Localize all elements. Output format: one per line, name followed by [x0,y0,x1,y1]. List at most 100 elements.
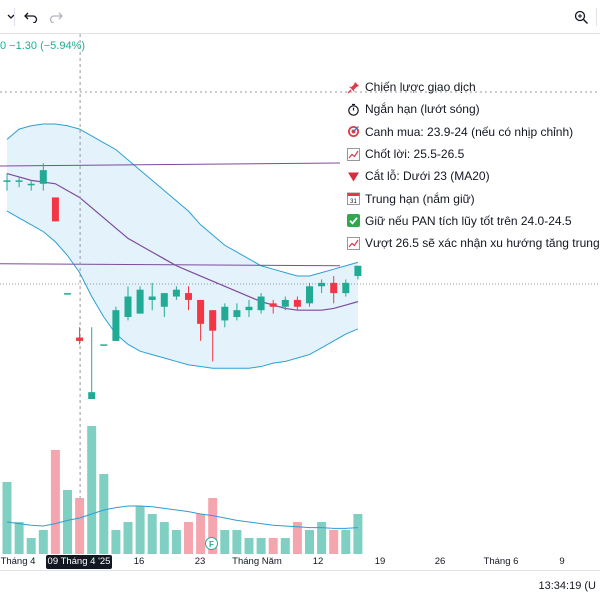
candle-body [197,299,205,324]
bollinger-upper-line [6,123,359,277]
time-tick: Tháng 4 [0,556,36,567]
calendar-icon: 31 [346,192,360,206]
candle-body [257,296,265,311]
bollinger-lower-line [6,210,359,369]
volume-bar [135,506,145,554]
legend-row: Ngắn hạn (lướt sóng) [346,98,600,120]
pushpin-icon [346,80,360,94]
volume-bar [208,498,218,554]
time-tick: 23 [194,556,206,567]
legend-row: 31 Trung hạn (nắm giữ) [346,187,600,209]
volume-bar [184,522,193,554]
horizontal-level-line [0,162,341,167]
volume-bar [63,490,72,554]
volume-bar [196,514,206,554]
volume-bar [147,514,157,554]
candle-body [245,306,253,311]
volume-bar [75,498,85,554]
legend-row: Giữ nếu PAN tích lũy tốt trên 24.0-24.5 [346,210,600,232]
toolbar-divider [14,8,15,26]
ma20-line [6,172,359,311]
horizontal-level-line [0,263,341,267]
candle-body [330,282,338,294]
time-tick: Tháng Năm [232,556,282,567]
svg-text:31: 31 [350,199,357,205]
candle-body [160,293,168,307]
volume-bar [26,538,36,554]
legend-row: Vượt 26.5 sẽ xác nhận xu hướng tăng trun… [346,232,600,254]
time-tick: 26 [434,556,446,567]
time-tick: 9 [559,556,565,567]
financial-event-marker[interactable]: F [205,537,218,550]
volume-bar [171,530,181,554]
volume-bar [268,538,278,554]
candle-body [88,392,96,399]
volume-bar [341,530,351,554]
legend-text: Ngắn hạn (lướt sóng) [365,102,480,117]
time-tick: 19 [374,556,386,567]
volume-bar [256,538,266,554]
red-triangle-down-icon [346,169,360,183]
crosshair-time-label: 09 Tháng 4 '25 [46,555,112,569]
bollinger-band-fill [7,124,358,369]
zoom-search-icon[interactable] [570,6,592,28]
target-icon [346,125,360,139]
time-tick: Tháng 6 [483,556,519,567]
candle-body [281,299,289,307]
chart-pane[interactable] [0,34,600,554]
candle-body [112,310,120,341]
volume-bar [353,514,363,554]
candle-body [269,303,277,307]
candle-body [27,183,35,186]
volume-bar [317,522,327,554]
time-tick: 16 [133,556,145,567]
candle-body [318,282,326,287]
volume-bar [123,522,133,554]
volume-bar [292,522,302,554]
top-toolbar [0,0,600,34]
undo-icon[interactable] [20,6,42,28]
legend-text: Trung hạn (nắm giữ) [365,191,475,206]
legend-row: Chiến lược giao dịch [346,76,600,98]
volume-bar [232,530,242,554]
candle-body [209,310,217,331]
price-chart[interactable] [0,34,600,554]
candle-body [124,296,132,318]
volume-bar [305,530,314,554]
status-bar: 13:34:19 (U [0,570,600,601]
candle-body [306,286,313,304]
candle-body [100,344,108,346]
time-axis[interactable]: Tháng 4 09 Tháng 4 '25 16 23 Tháng Năm 1… [0,555,600,569]
volume-bar [220,530,230,554]
legend-row: Chốt lời: 25.5-26.5 [346,143,600,165]
candle-body [148,296,156,300]
legend-row: Canh mua: 23.9-24 (nếu có nhịp chỉnh) [346,121,600,143]
price-change-readout: 0 −1.30 (−5.94%) [0,40,86,52]
volume-bar [2,482,12,554]
clock-readout: 13:34:19 (U [538,580,596,592]
volume-bar [99,474,109,554]
volume-bar [87,426,97,554]
volume-bar [280,538,290,554]
candle-body [64,293,71,295]
candle-body [172,289,180,297]
menu-chevron-icon[interactable] [0,6,22,28]
time-tick: 12 [312,556,324,567]
candle-body [342,282,350,294]
legend-text: Giữ nếu PAN tích lũy tốt trên 24.0-24.5 [365,213,572,228]
legend-text: Cắt lỗ: Dưới 23 (MA20) [365,169,490,184]
candle-body [51,197,59,222]
check-box-icon [346,214,360,228]
volume-bar [38,530,48,554]
candle-body [233,310,241,318]
strategy-note: Chiến lược giao dịch Ngắn hạn (lướt sóng… [346,76,600,254]
candle-body [3,180,11,182]
redo-icon[interactable] [45,6,67,28]
volume-bar [111,530,121,554]
volume-bar [50,450,60,554]
volume-bar [14,522,24,554]
legend-text: Vượt 26.5 sẽ xác nhận xu hướng tăng trun… [365,236,600,251]
legend-text: Chốt lời: 25.5-26.5 [365,147,465,162]
candle-body [293,299,301,307]
legend-text: Canh mua: 23.9-24 (nếu có nhịp chỉnh) [365,124,574,139]
